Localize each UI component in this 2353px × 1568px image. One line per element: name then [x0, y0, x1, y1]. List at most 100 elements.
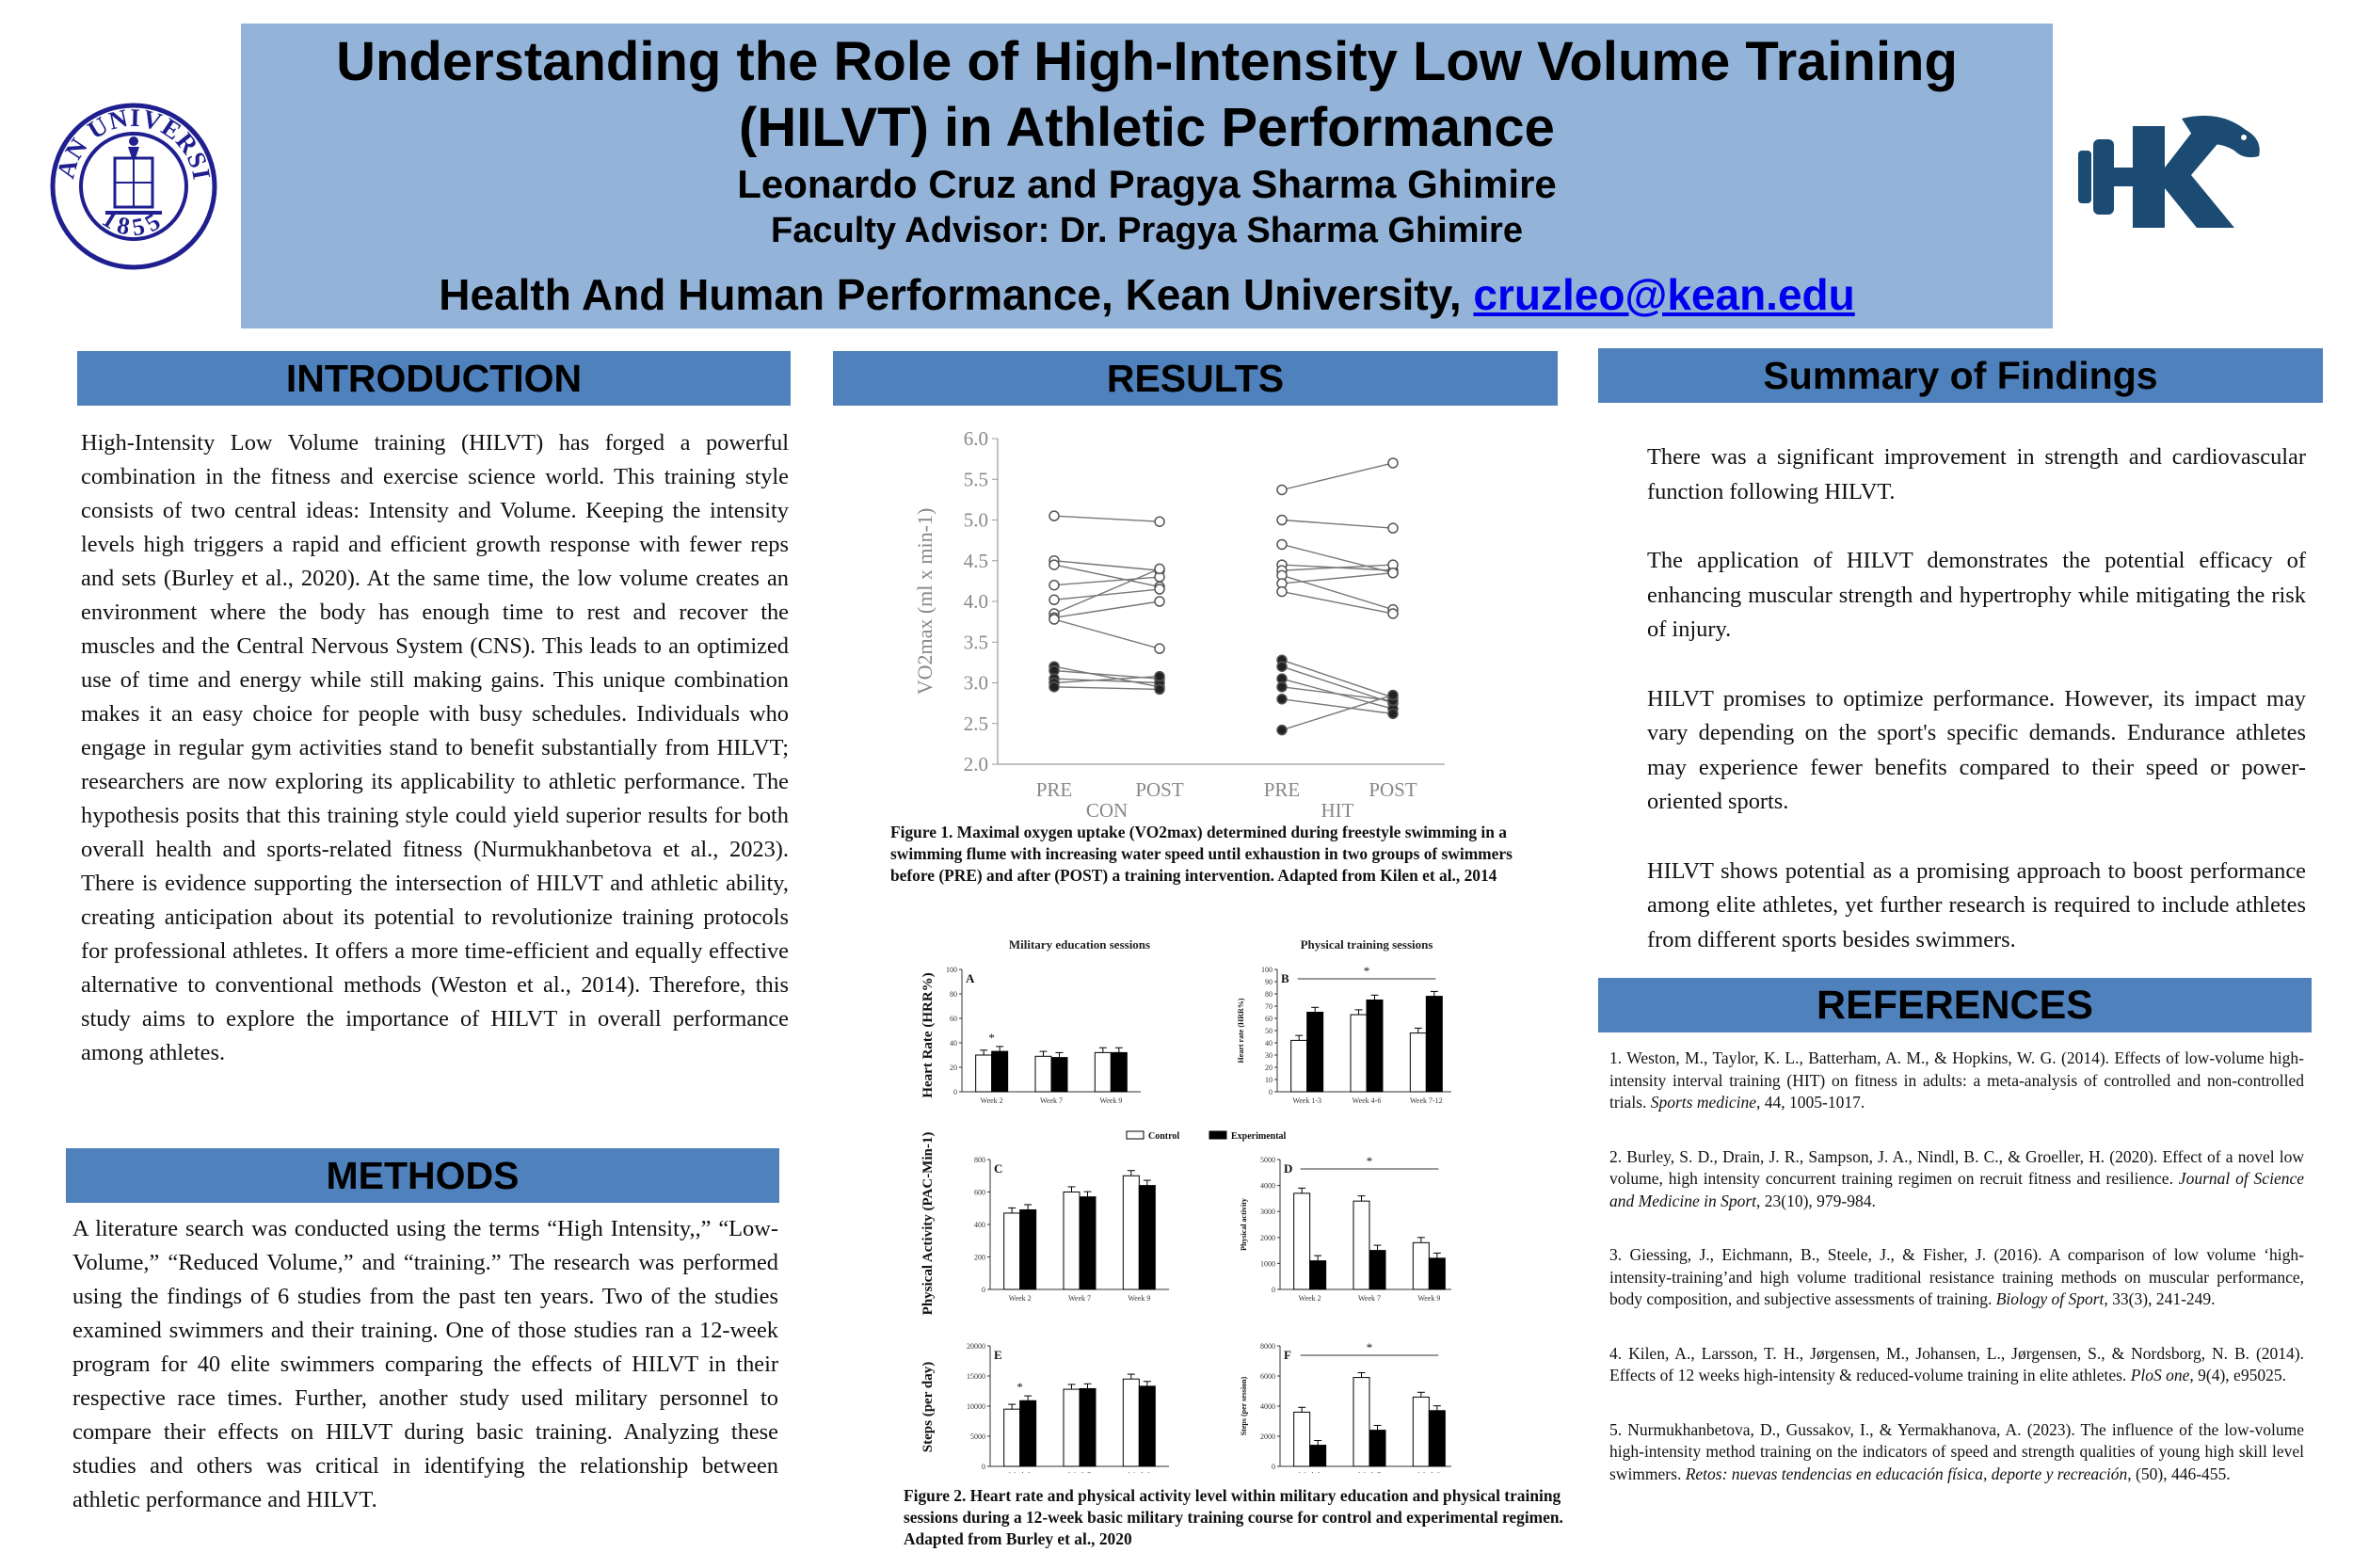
fig2-bar-control: [1094, 1051, 1112, 1093]
figure2-military-training-charts: Military education sessions Physical trai…: [920, 937, 1451, 1473]
fig1-pair-line: [1053, 600, 1160, 618]
fig2-bar-control: [1122, 1378, 1140, 1467]
email-link[interactable]: cruzleo@kean.edu: [1473, 270, 1855, 319]
fig2-bar-experimental: [1428, 1410, 1446, 1467]
fig2-bar-control: [1350, 1014, 1368, 1093]
figure1-vo2max-chart: 2.0 2.5 3.0 3.5 4.0 4.5 5.0 5.5 6.0 VO2max (ml x …: [913, 427, 1445, 821]
reference-text: 1. Weston, M., Taylor, K. L., Batterham,…: [1609, 1048, 2304, 1112]
fig1-y-tick-label: 2.0: [964, 753, 988, 776]
fig2-bar-control: [1034, 1055, 1052, 1093]
fig1-y-tick-label: 5.5: [964, 468, 988, 490]
fig2-y-tick-label: 10000: [967, 1402, 985, 1411]
fig2-y-tick-label: 60: [950, 1015, 957, 1023]
authors: Leonardo Cruz and Pragya Sharma Ghimire: [737, 162, 1557, 206]
fig2-y-tick-label: 5000: [970, 1432, 985, 1441]
fig2-bar-experimental: [1110, 1051, 1128, 1093]
results-header: RESULTS: [833, 351, 1558, 406]
fig2-x-tick-label: Week 2: [1299, 1471, 1321, 1473]
fig2-x-tick-label: Week 9: [1128, 1471, 1150, 1473]
title-line-1: Understanding the Role of High-Intensity…: [336, 31, 1958, 92]
reference-journal: PloS one,: [2130, 1366, 2194, 1384]
fig1-y-tick-label: 5.0: [964, 509, 988, 532]
fig2-y-tick-label: 50: [1265, 1027, 1273, 1035]
fig1-y-tick-label: 3.0: [964, 672, 988, 695]
fig2-significance-star: *: [988, 1031, 995, 1045]
fig2-x-tick-label: Week 7: [1068, 1471, 1091, 1473]
fig2-panel-letter: D: [1284, 1161, 1292, 1176]
fig1-pair-line: [1281, 698, 1394, 715]
fig2-panel-letter: A: [966, 971, 975, 985]
fig2-significance-star: *: [1367, 1340, 1373, 1354]
fig2-y-tick-label: 90: [1265, 978, 1273, 986]
fig2-bar-control: [1293, 1411, 1311, 1467]
fig1-x-tick-label: POST: [1135, 778, 1184, 801]
fig1-pair-line: [1281, 694, 1394, 731]
fig2-panel-A: A 0 20 40 60 80 100 Week 2 Week 7 Week 9 *: [946, 966, 1141, 1105]
svg-text:1855: 1855: [98, 205, 170, 242]
affiliation-text: Health And Human Performance, Kean Unive…: [439, 270, 1474, 319]
fig2-x-tick-label: Week 9: [1128, 1294, 1150, 1303]
fig1-pair-line: [1053, 576, 1160, 586]
summary-item: HILVT shows potential as a promising app…: [1598, 855, 2306, 958]
reference-rest: 9(4), e95025.: [2193, 1366, 2286, 1384]
k-dumbbell-cougar-logo: K: [2078, 115, 2260, 228]
fig1-group-label: CON: [1086, 799, 1128, 821]
fig2-y-tick-label: 70: [1265, 1002, 1273, 1011]
summary-item: There was a significant improvement in s…: [1598, 440, 2306, 509]
fig2-bar-experimental: [1369, 1250, 1386, 1290]
affiliation: Health And Human Performance, Kean Unive…: [241, 268, 2053, 321]
reference-item: 5. Nurmukhanbetova, D., Gussakov, I., & …: [1609, 1419, 2304, 1486]
fig2-y-tick-label: 0: [1272, 1286, 1275, 1294]
fig1-pair-line: [1053, 560, 1160, 571]
fig1-pair-line: [1053, 564, 1160, 588]
fig2-significance-star: *: [1016, 1380, 1023, 1394]
fig1-data-point: [1154, 596, 1165, 607]
fig2-x-tick-label: Week 2: [1009, 1471, 1032, 1473]
summary-list: There was a significant improvement in s…: [1598, 440, 2306, 992]
fig2-bar-experimental: [1428, 1257, 1446, 1290]
fig1-data-point: [1276, 538, 1288, 551]
title-banner: Understanding the Role of High-Intensity…: [241, 24, 2053, 328]
fig2-y-tick-label: 800: [974, 1156, 985, 1164]
reference-text: 5. Nurmukhanbetova, D., Gussakov, I., & …: [1609, 1419, 2304, 1483]
fig2-bar-experimental: [1425, 996, 1443, 1093]
references-header: REFERENCES: [1598, 978, 2312, 1032]
fig2-y-tick-label: 0: [1272, 1463, 1275, 1471]
references-list: 1. Weston, M., Taylor, K. L., Batterham,…: [1609, 1048, 2304, 1517]
poster-title: Understanding the Role of High-Intensity…: [241, 29, 2053, 161]
summary-item-text: The application of HILVT demonstrates th…: [1647, 548, 2306, 642]
fig1-pair-line: [1053, 618, 1160, 649]
fig1-pair-line: [1281, 659, 1394, 698]
figure1-caption: Figure 1. Maximal oxygen uptake (VO2max)…: [890, 823, 1513, 885]
fig2-x-tick-label: Week 9: [1099, 1096, 1122, 1105]
fig1-data-point: [1387, 457, 1399, 469]
fig1-x-tick-label: PRE: [1036, 778, 1073, 801]
fig2-y-tick-label: 600: [974, 1189, 985, 1197]
fig2-legend-swatch-control: [1126, 1130, 1144, 1140]
fig2-panel-C: C 0 200 400 600 800 Week 2 Week 7 Week 9: [974, 1156, 1169, 1303]
fig2-y-tick-label: 60: [1265, 1015, 1273, 1023]
reference-text: 4. Kilen, A., Larsson, T. H., Jørgensen,…: [1609, 1343, 2304, 1385]
fig2-panel-letter: E: [994, 1348, 1002, 1362]
fig1-data-point: [1387, 708, 1399, 720]
fig2-panel-y-label: Heart rate (HRR%): [1237, 998, 1245, 1063]
fig2-row-axis-label: Physical Activity (PAC-Min-1): [920, 1132, 936, 1316]
fig2-bar-control: [1293, 1192, 1311, 1290]
fig2-y-tick-label: 40: [1265, 1039, 1273, 1048]
fig2-bar-experimental: [1309, 1260, 1327, 1290]
reference-text: 3. Giessing, J., Eichmann, B., Steele, J…: [1609, 1245, 2304, 1308]
reference-journal: Retos: nuevas tendencias en educación fí…: [1685, 1464, 2132, 1483]
fig2-y-tick-label: 4000: [1260, 1182, 1275, 1191]
fig1-pair-line: [1281, 574, 1394, 611]
fig2-y-tick-label: 0: [982, 1286, 985, 1294]
fig1-x-tick-label: POST: [1369, 778, 1417, 801]
fig2-y-tick-label: 3000: [1260, 1208, 1275, 1216]
fig1-data-point: [1387, 608, 1399, 619]
fig2-row-axis-label: Steps (per day): [920, 1362, 936, 1452]
fig2-y-tick-label: 6000: [1260, 1372, 1275, 1381]
fig2-bar-experimental: [1019, 1400, 1037, 1467]
fig2-x-tick-label: Week 2: [981, 1096, 1003, 1105]
fig1-data-point: [1276, 484, 1288, 496]
fig2-panel-letter: C: [994, 1161, 1002, 1176]
fig2-x-tick-label: Week 7: [1358, 1471, 1381, 1473]
